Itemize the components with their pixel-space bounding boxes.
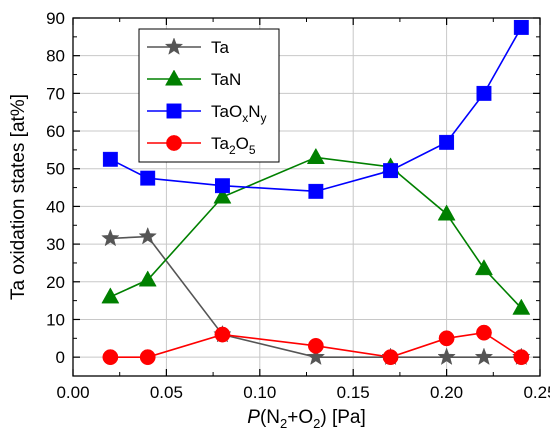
axis-ticks <box>72 17 541 376</box>
data-point <box>437 204 456 221</box>
data-point <box>306 147 325 164</box>
series-circle <box>102 324 530 366</box>
y-tick-label: 40 <box>46 197 65 216</box>
legend-label: Ta2O5 <box>211 134 256 157</box>
x-axis-label-close: ) [Pa] <box>320 407 365 428</box>
legend-label: Ta <box>211 38 230 57</box>
data-point <box>438 330 455 347</box>
legend-item: Ta <box>147 37 230 57</box>
x-axis-label-open: (N <box>260 407 280 428</box>
data-point <box>382 349 399 366</box>
series-triangle <box>101 147 531 315</box>
data-point <box>213 187 232 204</box>
data-point <box>138 270 157 287</box>
legend-item: TaOxNy <box>147 102 266 125</box>
legend-marker <box>166 103 182 119</box>
data-point <box>512 298 531 315</box>
y-tick-label: 70 <box>46 84 65 103</box>
legend-marker <box>166 135 182 151</box>
data-point <box>437 347 456 366</box>
series-line <box>110 156 522 309</box>
x-axis-label-sub1: 2 <box>280 416 287 431</box>
data-point <box>474 347 494 366</box>
data-point <box>513 349 530 366</box>
data-point <box>214 326 231 343</box>
legend-items: Ta TaN TaOxNy Ta2O5 <box>147 37 266 157</box>
data-point <box>214 178 230 194</box>
data-point <box>383 163 399 179</box>
y-axis-label: Ta oxidation states [at%] <box>8 94 29 300</box>
x-tick-label: 0.10 <box>243 383 276 402</box>
y-tick-label: 80 <box>46 47 65 66</box>
legend: Ta TaN TaOxNy Ta2O5 <box>138 28 280 163</box>
y-tick-label: 90 <box>46 9 65 28</box>
x-tick-labels: 0.00 0.05 0.10 0.15 0.20 0.25 <box>56 383 550 402</box>
series-square <box>102 19 529 199</box>
data-point <box>476 324 492 341</box>
y-tick-label: 30 <box>46 235 65 254</box>
legend-item: TaN <box>147 69 241 89</box>
legend-marker <box>165 69 183 86</box>
y-tick-label: 20 <box>46 273 65 292</box>
legend-label: TaN <box>211 70 241 89</box>
data-point <box>102 349 119 366</box>
data-point <box>101 228 120 247</box>
data-point <box>474 259 493 276</box>
x-tick-label: 0.20 <box>430 383 463 402</box>
x-tick-label: 0.25 <box>523 383 550 402</box>
x-axis-label-mid: +O <box>287 407 313 428</box>
data-point <box>307 337 324 354</box>
data-point <box>139 349 156 366</box>
data-point <box>306 347 326 366</box>
data-point <box>308 183 324 199</box>
x-axis-label-italic: P <box>247 407 260 428</box>
legend-item: Ta2O5 <box>147 134 256 157</box>
x-tick-label: 0.15 <box>337 383 370 402</box>
data-point <box>102 151 118 167</box>
data-point <box>476 85 492 101</box>
data-point <box>101 287 120 304</box>
x-axis-label-sub2: 2 <box>313 416 320 431</box>
x-axis-label: P(N2+O2) [Pa] <box>247 407 366 431</box>
data-point <box>138 226 157 245</box>
series-group <box>101 19 531 366</box>
x-tick-label: 0.00 <box>56 383 89 402</box>
data-point <box>439 134 455 150</box>
y-tick-label: 0 <box>56 348 65 367</box>
y-tick-label: 50 <box>46 160 65 179</box>
series-line <box>110 235 522 358</box>
legend-label: TaOxNy <box>211 102 266 125</box>
data-point <box>140 170 156 186</box>
y-tick-labels: 0 10 20 30 40 50 60 70 80 90 <box>46 9 65 367</box>
legend-marker <box>164 37 184 55</box>
legend-box <box>138 28 280 163</box>
data-point <box>513 19 529 35</box>
series-line <box>109 27 523 193</box>
y-tick-label: 60 <box>46 122 65 141</box>
x-tick-label: 0.05 <box>150 383 183 402</box>
y-tick-label: 10 <box>46 310 65 329</box>
